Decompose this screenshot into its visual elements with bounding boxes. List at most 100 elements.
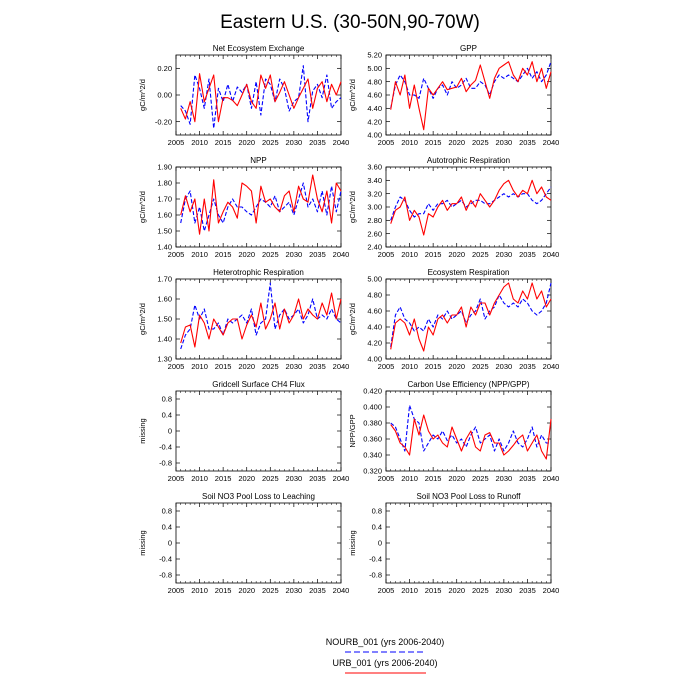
- y-tick-label: 0: [168, 539, 172, 548]
- y-tick-label: -0.8: [159, 571, 172, 580]
- panel-gridcell-surface-ch4-flux: Gridcell Surface CH4 Flux 2005 2010 2015 202…: [138, 380, 349, 483]
- x-tick-label: 2035: [309, 362, 326, 371]
- panel-title: Autotrophic Respiration: [427, 156, 510, 165]
- x-tick-label: 2010: [191, 250, 208, 259]
- x-tick-label: 2040: [333, 474, 350, 483]
- y-tick-label: 4.20: [367, 339, 382, 348]
- x-tick-label: 2020: [448, 474, 465, 483]
- x-tick-label: 2025: [262, 586, 279, 595]
- x-tick-label: 2030: [286, 474, 303, 483]
- x-tick-label: 2015: [425, 250, 442, 259]
- panel-title: Soil NO3 Pool Loss to Leaching: [202, 492, 315, 501]
- panel-soil-no3-pool-loss-to-runoff: Soil NO3 Pool Loss to Runoff 2005 2010 2015…: [348, 492, 559, 595]
- series-line-nourb: [390, 282, 552, 348]
- plot-frame: [175, 166, 342, 248]
- x-tick-label: 2010: [191, 474, 208, 483]
- x-tick-label: 2030: [496, 586, 513, 595]
- y-axis-label: gC/m^2/d: [138, 303, 147, 335]
- x-tick-label: 2025: [262, 474, 279, 483]
- series-line-urb: [180, 292, 342, 348]
- y-tick-label: 1.40: [157, 335, 172, 344]
- x-tick-label: 2010: [191, 138, 208, 147]
- y-tick-label: 2.40: [367, 243, 382, 252]
- x-tick-label: 2015: [215, 138, 232, 147]
- y-tick-label: 2.60: [367, 229, 382, 238]
- x-tick-label: 2020: [448, 586, 465, 595]
- x-tick-label: 2020: [238, 138, 255, 147]
- x-tick-label: 2005: [378, 250, 395, 259]
- y-tick-label: 0.20: [157, 64, 172, 73]
- y-tick-label: -0.20: [155, 117, 172, 126]
- y-tick-label: 4.00: [367, 131, 382, 140]
- series-line-nourb: [390, 61, 552, 109]
- x-tick-label: 2025: [472, 138, 489, 147]
- y-tick-label: 1.60: [157, 211, 172, 220]
- series-line-urb: [390, 179, 552, 236]
- y-tick-label: 1.40: [157, 243, 172, 252]
- x-tick-label: 2025: [262, 250, 279, 259]
- y-tick-label: 4.80: [367, 77, 382, 86]
- plot-frame: [175, 502, 342, 584]
- x-tick-label: 2035: [519, 474, 536, 483]
- x-tick-label: 2025: [472, 250, 489, 259]
- series-line-nourb: [180, 182, 342, 232]
- x-tick-label: 2025: [472, 586, 489, 595]
- series-line-urb: [180, 73, 342, 123]
- y-tick-label: 0.8: [372, 507, 382, 516]
- panel-grid: Net Ecosystem Exchange 2005 2010 2015 2020 20…: [138, 44, 559, 595]
- x-tick-label: 2005: [168, 474, 185, 483]
- y-tick-label: 4.40: [367, 323, 382, 332]
- series-line-nourb: [390, 186, 552, 221]
- y-tick-label: 4.60: [367, 307, 382, 316]
- y-tick-label: 1.80: [157, 179, 172, 188]
- y-tick-label: 1.50: [157, 227, 172, 236]
- x-tick-label: 2015: [215, 586, 232, 595]
- panel-title: Carbon Use Efficiency (NPP/GPP): [407, 380, 529, 389]
- panel-gpp: GPP 2005 2010 2015 2020 2025 2030 2035 2040 4.00 4…: [348, 44, 559, 147]
- x-tick-label: 2030: [496, 250, 513, 259]
- x-tick-label: 2040: [543, 138, 560, 147]
- series-line-nourb: [180, 282, 342, 350]
- x-tick-label: 2005: [378, 362, 395, 371]
- panel-title: Net Ecosystem Exchange: [213, 44, 305, 53]
- y-tick-label: -0.8: [369, 571, 382, 580]
- y-tick-label: 4.80: [367, 291, 382, 300]
- panel-title: NPP: [250, 156, 266, 165]
- x-tick-label: 2040: [543, 362, 560, 371]
- x-tick-label: 2010: [401, 474, 418, 483]
- y-tick-label: 2.80: [367, 216, 382, 225]
- y-tick-label: 0.8: [162, 395, 172, 404]
- figure-title: Eastern U.S. (30-50N,90-70W): [220, 12, 480, 33]
- y-tick-label: 4.40: [367, 104, 382, 113]
- x-tick-label: 2025: [262, 138, 279, 147]
- y-tick-label: -0.8: [159, 459, 172, 468]
- plot-frame: [385, 390, 552, 472]
- x-tick-label: 2025: [262, 362, 279, 371]
- y-tick-label: 5.00: [367, 275, 382, 284]
- series-line-nourb: [180, 65, 342, 129]
- x-tick-label: 2040: [333, 250, 350, 259]
- y-tick-label: 1.90: [157, 163, 172, 172]
- x-tick-label: 2010: [191, 586, 208, 595]
- panel-net-ecosystem-exchange: Net Ecosystem Exchange 2005 2010 2015 2020 20…: [138, 44, 349, 147]
- y-tick-label: 3.00: [367, 203, 382, 212]
- y-tick-label: 1.30: [157, 355, 172, 364]
- x-tick-label: 2040: [543, 474, 560, 483]
- y-tick-label: 0.360: [363, 435, 382, 444]
- x-tick-label: 2015: [425, 362, 442, 371]
- x-tick-label: 2020: [238, 586, 255, 595]
- y-tick-label: 0.4: [372, 523, 382, 532]
- x-tick-label: 2010: [401, 250, 418, 259]
- x-tick-label: 2010: [401, 138, 418, 147]
- y-tick-label: 0: [378, 539, 382, 548]
- x-tick-label: 2035: [519, 250, 536, 259]
- panel-npp: NPP 2005 2010 2015 2020 2025 2030 2035 2040 1.40 1…: [138, 156, 349, 259]
- y-axis-label: NPP/GPP: [348, 414, 357, 447]
- y-tick-label: 0.320: [363, 467, 382, 476]
- y-axis-label: missing: [138, 530, 147, 555]
- x-tick-label: 2030: [286, 586, 303, 595]
- x-tick-label: 2015: [215, 362, 232, 371]
- y-tick-label: 0.380: [363, 419, 382, 428]
- y-tick-label: 1.70: [157, 195, 172, 204]
- x-tick-label: 2040: [333, 138, 350, 147]
